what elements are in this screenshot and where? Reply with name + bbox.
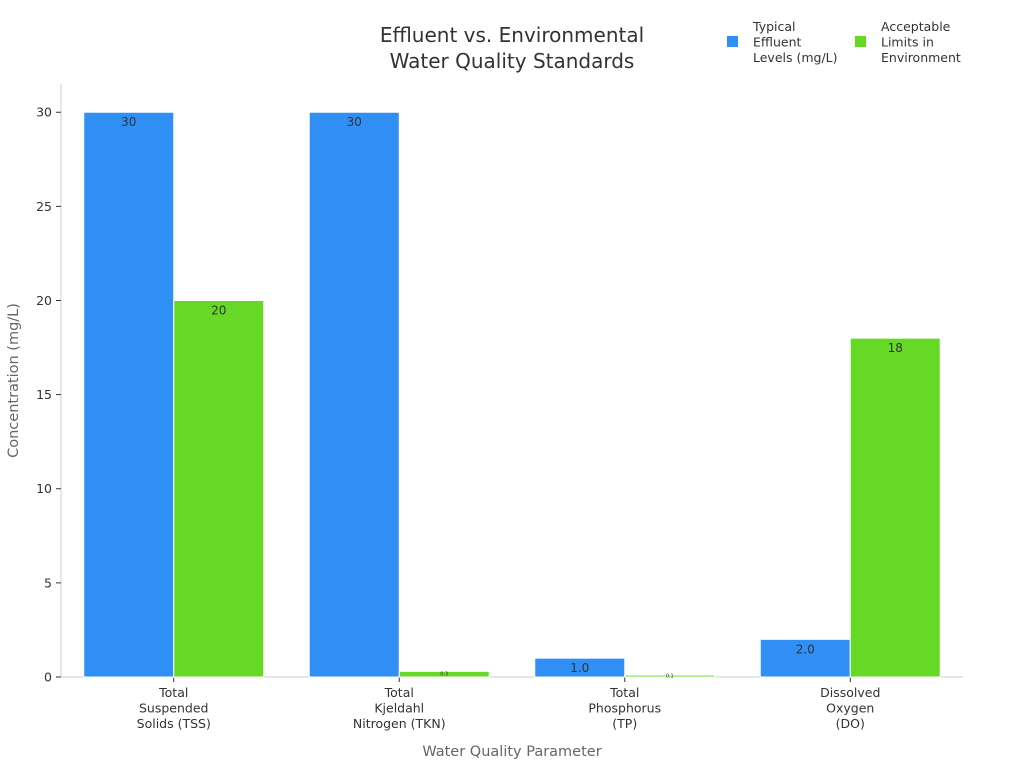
- data-label: 0.3: [440, 672, 448, 678]
- legend-label-1: Acceptable Limits in Environment: [881, 19, 961, 65]
- x-tick-label: Dissolved Oxygen (DO): [820, 685, 880, 731]
- x-tick-label-line: Kjeldahl: [374, 701, 424, 716]
- y-tick-label: 15: [36, 387, 52, 402]
- y-tick-label: 5: [44, 575, 52, 590]
- y-tick-label: 30: [36, 105, 52, 120]
- chart-title-text-line: Water Quality Standards: [390, 49, 635, 73]
- legend-label-0-line: Typical: [752, 19, 796, 34]
- chart-title: Effluent vs. Environmental Water Quality …: [380, 23, 644, 73]
- data-label: 30: [347, 115, 362, 129]
- x-tick-label-line: Total: [609, 685, 639, 700]
- x-tick-label-line: Phosphorus: [588, 701, 661, 716]
- x-tick-label-line: Suspended: [139, 701, 208, 716]
- y-tick-label: 0: [44, 670, 52, 685]
- x-tick-label-line: (DO): [836, 716, 865, 731]
- bar-0-3: [759, 638, 851, 678]
- bar-1-3: [849, 337, 941, 678]
- chart-title-text-line: Effluent vs. Environmental: [380, 23, 644, 47]
- x-tick-label-line: Dissolved: [820, 685, 880, 700]
- legend-label-0-line: Effluent: [753, 35, 802, 50]
- x-tick-label: Total Kjeldahl Nitrogen (TKN): [353, 685, 446, 731]
- y-tick-label: 20: [36, 293, 52, 308]
- data-label: 2.0: [796, 642, 815, 656]
- data-label: 20: [211, 303, 226, 317]
- legend-label-0-line: Levels (mg/L): [753, 50, 838, 65]
- x-tick-label-line: (TP): [612, 716, 637, 731]
- legend-label-0: Typical Effluent Levels (mg/L): [752, 19, 838, 65]
- legend-label-1-line: Limits in: [881, 35, 934, 50]
- data-labels: 30 20 30 0.3 1.0 0.1 2.0 18: [121, 115, 903, 679]
- bar-0-0: [83, 111, 175, 678]
- y-tick-label: 25: [36, 199, 52, 214]
- x-tick-label: Total Phosphorus (TP): [588, 685, 661, 731]
- y-tick-label: 10: [36, 481, 52, 496]
- x-tick-label-line: Oxygen: [826, 701, 874, 716]
- x-axis-title: Water Quality Parameter: [422, 744, 601, 760]
- data-label: 30: [121, 115, 136, 129]
- legend-swatch-0: [727, 36, 738, 47]
- bar-1-0: [173, 299, 265, 678]
- legend-label-1-line: Acceptable: [881, 19, 951, 34]
- legend-label-1-line: Environment: [881, 50, 961, 65]
- bar-1-2: [624, 674, 716, 678]
- y-axis-title: Concentration (mg/L): [6, 303, 22, 458]
- x-tick-label-line: Solids (TSS): [137, 716, 211, 731]
- x-tick-label-line: Nitrogen (TKN): [353, 716, 446, 731]
- data-label: 0.1: [666, 674, 674, 680]
- axes: 0 5 10 15 20 25 30 Concentration (mg/L) Water Qu…: [6, 84, 963, 760]
- x-tick-label: Total Suspended Solids (TSS): [137, 685, 211, 731]
- legend: Typical Effluent Levels (mg/L) Acceptable Li…: [727, 19, 961, 65]
- x-tick-label-line: Total: [158, 685, 188, 700]
- chart-title-text: Effluent vs. Environmental Water Quality …: [380, 23, 644, 73]
- x-tick-label-line: Total: [384, 685, 414, 700]
- bar-1-1: [398, 670, 490, 678]
- data-label: 1.0: [570, 661, 589, 675]
- legend-swatch-1: [855, 36, 866, 47]
- data-label: 18: [888, 341, 903, 355]
- bar-0-2: [534, 657, 626, 678]
- bar-0-1: [308, 111, 400, 678]
- bars: [83, 111, 941, 678]
